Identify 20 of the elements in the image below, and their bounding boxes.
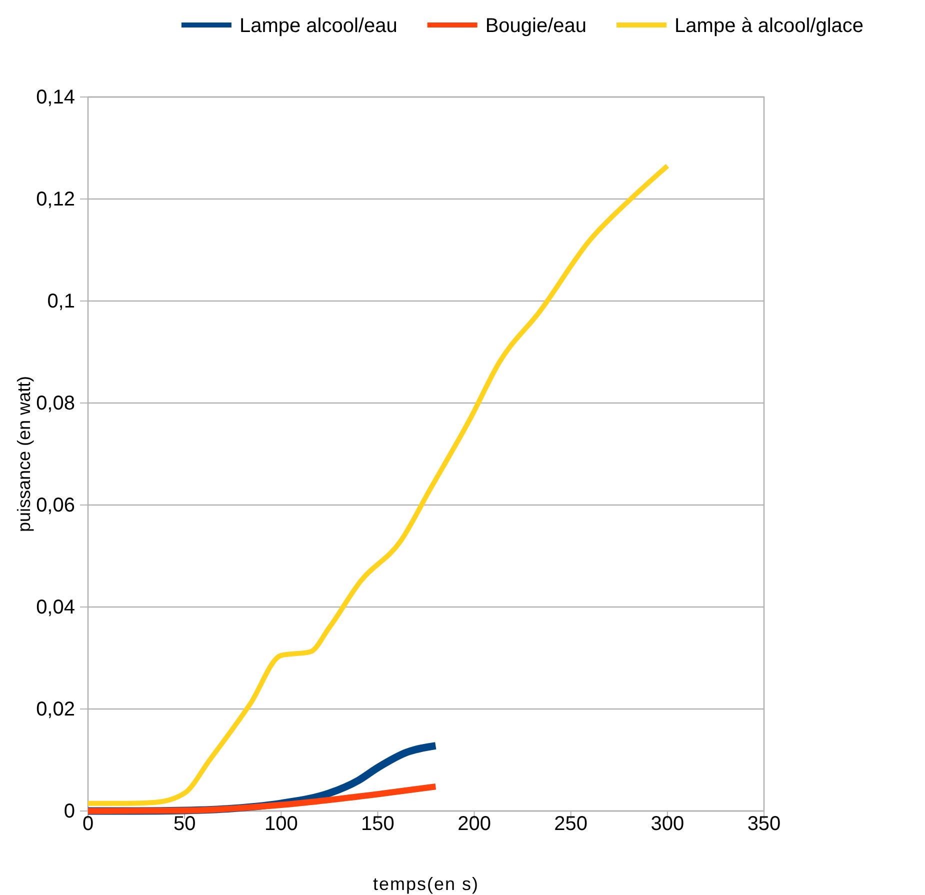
y-tick-label: 0,14 (36, 86, 75, 108)
x-tick-label: 200 (458, 813, 491, 835)
x-tick-label: 300 (650, 813, 684, 835)
x-axis-title: temps(en s) (372, 874, 480, 894)
y-tick-label: 0,04 (36, 596, 75, 618)
x-tick-label: 100 (264, 813, 298, 835)
x-tick-label: 50 (173, 813, 196, 835)
y-tick-label: 0,02 (36, 698, 75, 720)
x-tick-label: 0 (82, 813, 94, 835)
y-tick-label: 0,06 (36, 494, 75, 516)
x-tick-label: 150 (361, 813, 394, 835)
x-tick-label: 350 (747, 813, 781, 835)
legend-label: Lampe à alcool/glace (674, 15, 864, 37)
y-tick-label: 0,1 (47, 290, 75, 312)
legend-label: Bougie/eau (485, 15, 587, 37)
legend-label: Lampe alcool/eau (239, 15, 398, 37)
y-axis-title: puissance (en watt) (14, 376, 34, 532)
y-tick-label: 0,12 (36, 188, 75, 210)
x-tick-label: 250 (554, 813, 588, 835)
y-tick-label: 0,08 (36, 392, 75, 414)
